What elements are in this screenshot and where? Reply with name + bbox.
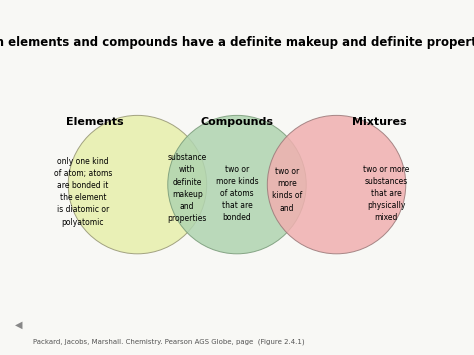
Circle shape [168, 115, 306, 254]
Text: two or
more kinds
of atoms
that are
bonded: two or more kinds of atoms that are bond… [216, 165, 258, 222]
Text: Elements: Elements [66, 118, 124, 127]
Text: substance
with
definite
makeup
and
properties: substance with definite makeup and prope… [167, 153, 207, 223]
Circle shape [68, 115, 207, 254]
Text: only one kind
of atom; atoms
are bonded it
the element
is diatomic or
polyatomic: only one kind of atom; atoms are bonded … [54, 157, 112, 226]
Text: Mixtures: Mixtures [352, 118, 407, 127]
Text: Packard, Jacobs, Marshall. Chemistry. Pearson AGS Globe, page  (Figure 2.4.1): Packard, Jacobs, Marshall. Chemistry. Pe… [33, 339, 305, 345]
Circle shape [267, 115, 406, 254]
Text: ◀: ◀ [15, 320, 23, 330]
Text: two or
more
kinds of
and: two or more kinds of and [272, 167, 302, 213]
Text: two or more
substances
that are
physically
mixed: two or more substances that are physical… [363, 165, 410, 222]
Text: Compounds: Compounds [201, 118, 273, 127]
Text: Both elements and compounds have a definite makeup and definite properties.: Both elements and compounds have a defin… [0, 36, 474, 49]
